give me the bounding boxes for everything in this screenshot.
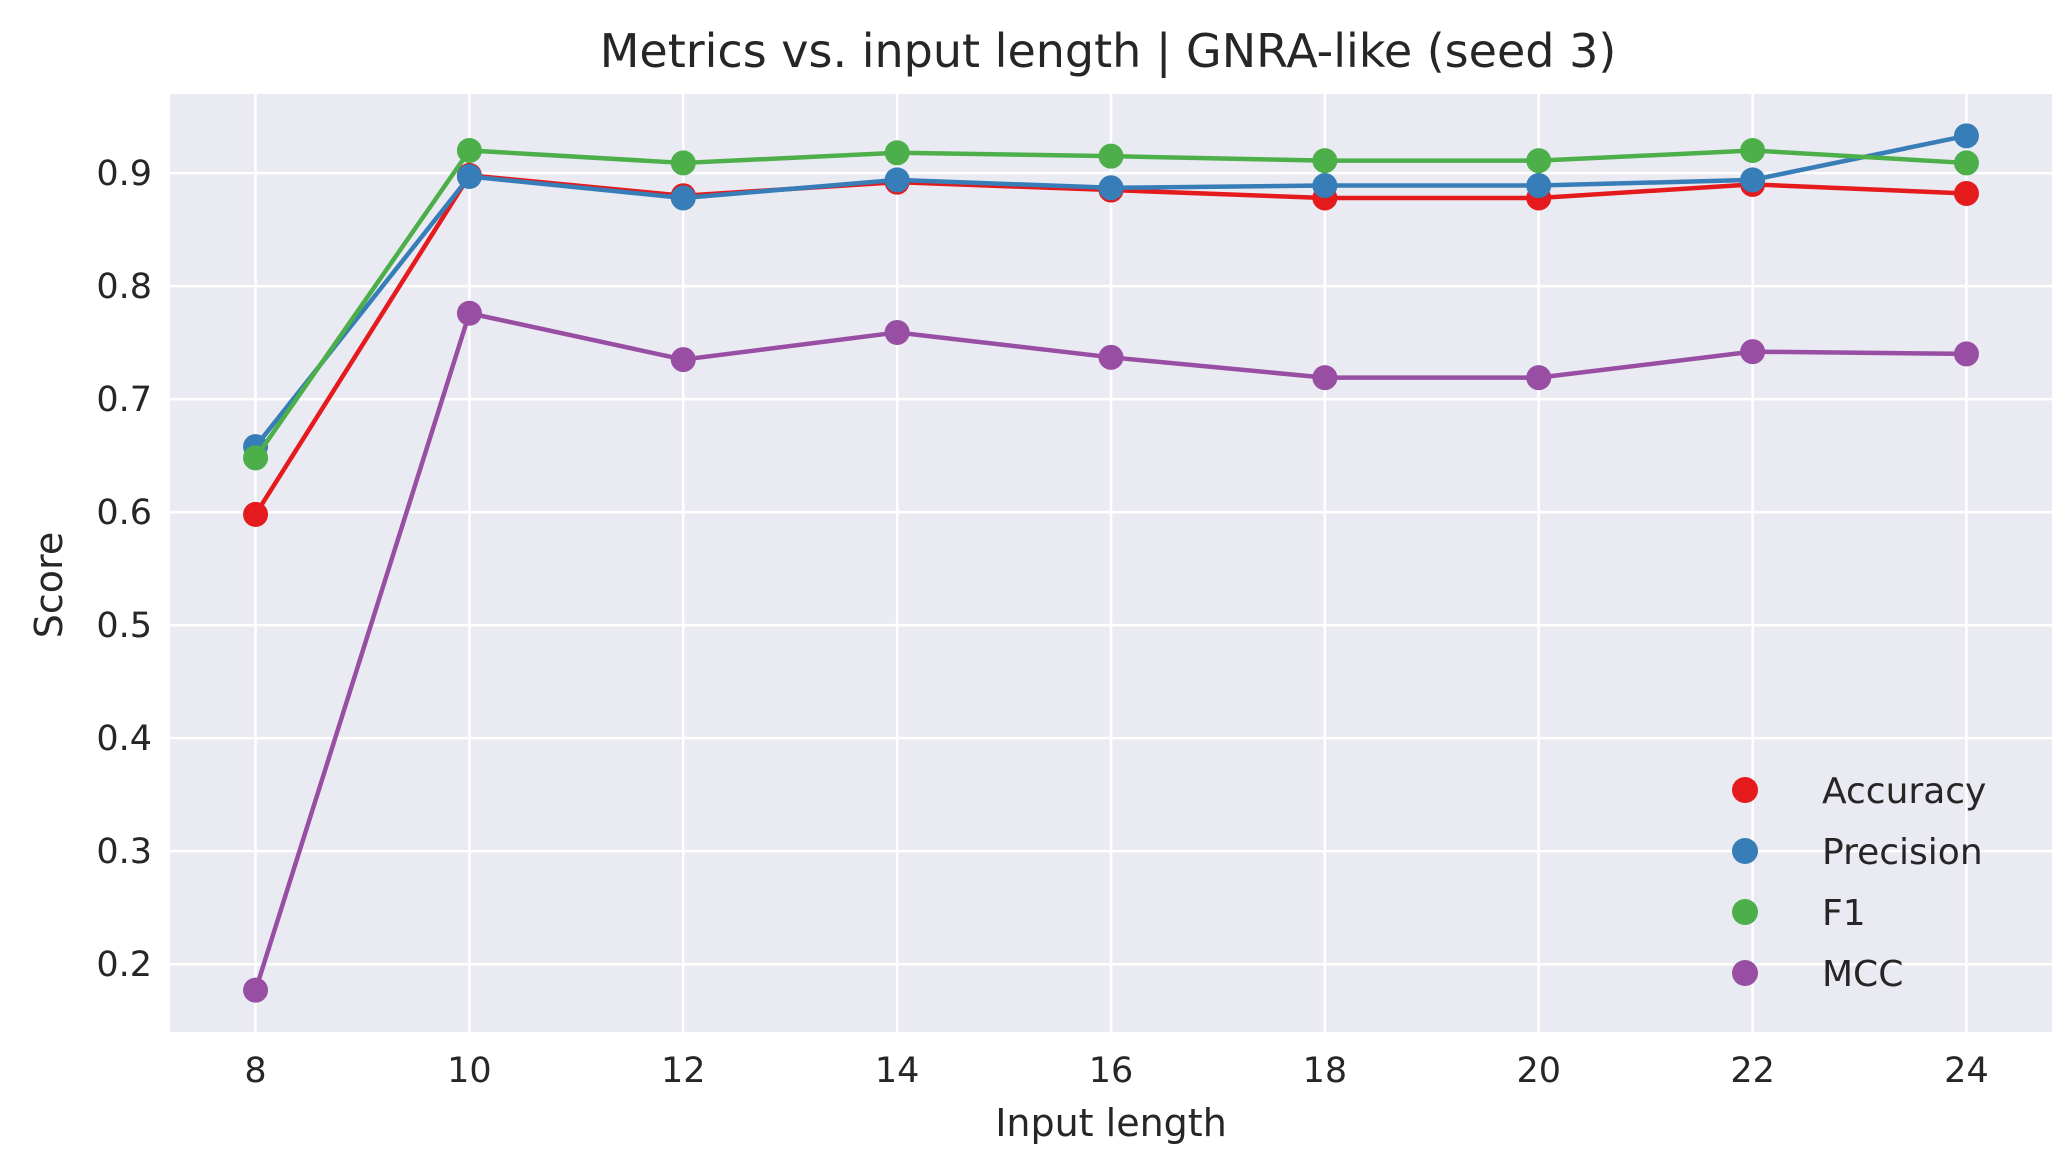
legend-marker bbox=[1732, 960, 1758, 986]
y-axis-label: Score bbox=[27, 532, 71, 638]
legend-marker bbox=[1732, 777, 1758, 803]
accuracy-point bbox=[243, 501, 269, 527]
legend-item-accuracy: Accuracy bbox=[1732, 771, 1986, 812]
y-tick-label: 0.6 bbox=[96, 493, 152, 533]
f1-point bbox=[884, 140, 910, 166]
mcc-point bbox=[1098, 344, 1124, 370]
x-tick-label: 12 bbox=[661, 1051, 706, 1091]
f1-point bbox=[670, 150, 696, 176]
y-tick-label: 0.4 bbox=[96, 719, 152, 759]
y-tick-label: 0.5 bbox=[96, 606, 152, 646]
legend-item-f1: F1 bbox=[1732, 893, 1866, 934]
legend-label: MCC bbox=[1822, 954, 1903, 995]
precision-point bbox=[1953, 123, 1979, 149]
f1-point bbox=[456, 138, 482, 164]
mcc-point bbox=[670, 347, 696, 373]
x-tick-label: 24 bbox=[1944, 1051, 1989, 1091]
mcc-point bbox=[1312, 365, 1338, 391]
y-tick-label: 0.9 bbox=[96, 154, 152, 194]
mcc-point bbox=[1526, 365, 1552, 391]
f1-point bbox=[1312, 148, 1338, 174]
legend-marker bbox=[1732, 838, 1758, 864]
x-tick-label: 18 bbox=[1303, 1051, 1348, 1091]
y-tick-label: 0.7 bbox=[96, 380, 152, 420]
series-precision bbox=[243, 123, 1979, 460]
series-mcc bbox=[243, 300, 1979, 1003]
y-tick-label: 0.8 bbox=[96, 267, 152, 307]
legend-label: F1 bbox=[1822, 893, 1866, 934]
legend-item-precision: Precision bbox=[1732, 832, 1983, 873]
series-layer bbox=[243, 123, 1979, 1003]
accuracy-point bbox=[1953, 180, 1979, 206]
mcc-point bbox=[884, 319, 910, 345]
x-tick-label: 10 bbox=[447, 1051, 492, 1091]
legend-marker bbox=[1732, 899, 1758, 925]
chart-title: Metrics vs. input length | GNRA-like (se… bbox=[600, 24, 1617, 79]
precision-point bbox=[1526, 173, 1552, 199]
x-tick-label: 8 bbox=[244, 1051, 266, 1091]
f1-point bbox=[1740, 138, 1766, 164]
precision-point bbox=[1740, 167, 1766, 193]
f1-point bbox=[1526, 148, 1552, 174]
y-tick-label: 0.3 bbox=[96, 832, 152, 872]
precision-point bbox=[1098, 175, 1124, 201]
mcc-point bbox=[456, 300, 482, 326]
mcc-point bbox=[1740, 339, 1766, 365]
mcc-point bbox=[243, 977, 269, 1003]
legend: Accuracy Precision F1 MCC bbox=[1732, 771, 1986, 995]
legend-item-mcc: MCC bbox=[1732, 954, 1903, 995]
tick-labels: 8 10 12 14 16 18 20 22 24 0.2 0.3 0.4 0.5 0.6 0.7 0.8 0.… bbox=[96, 154, 1988, 1091]
f1-point bbox=[243, 445, 269, 471]
y-tick-label: 0.2 bbox=[96, 945, 152, 985]
x-tick-label: 20 bbox=[1516, 1051, 1561, 1091]
legend-label: Accuracy bbox=[1822, 771, 1986, 812]
f1-point bbox=[1098, 143, 1124, 169]
precision-point bbox=[670, 185, 696, 211]
x-tick-label: 14 bbox=[875, 1051, 920, 1091]
x-axis-label: Input length bbox=[995, 1101, 1227, 1145]
x-tick-label: 16 bbox=[1089, 1051, 1134, 1091]
precision-point bbox=[1312, 173, 1338, 199]
x-tick-label: 22 bbox=[1730, 1051, 1775, 1091]
mcc-point bbox=[1953, 341, 1979, 367]
legend-label: Precision bbox=[1822, 832, 1983, 873]
precision-point bbox=[884, 167, 910, 193]
series-f1 bbox=[243, 138, 1979, 471]
precision-point bbox=[456, 163, 482, 189]
f1-point bbox=[1953, 150, 1979, 176]
